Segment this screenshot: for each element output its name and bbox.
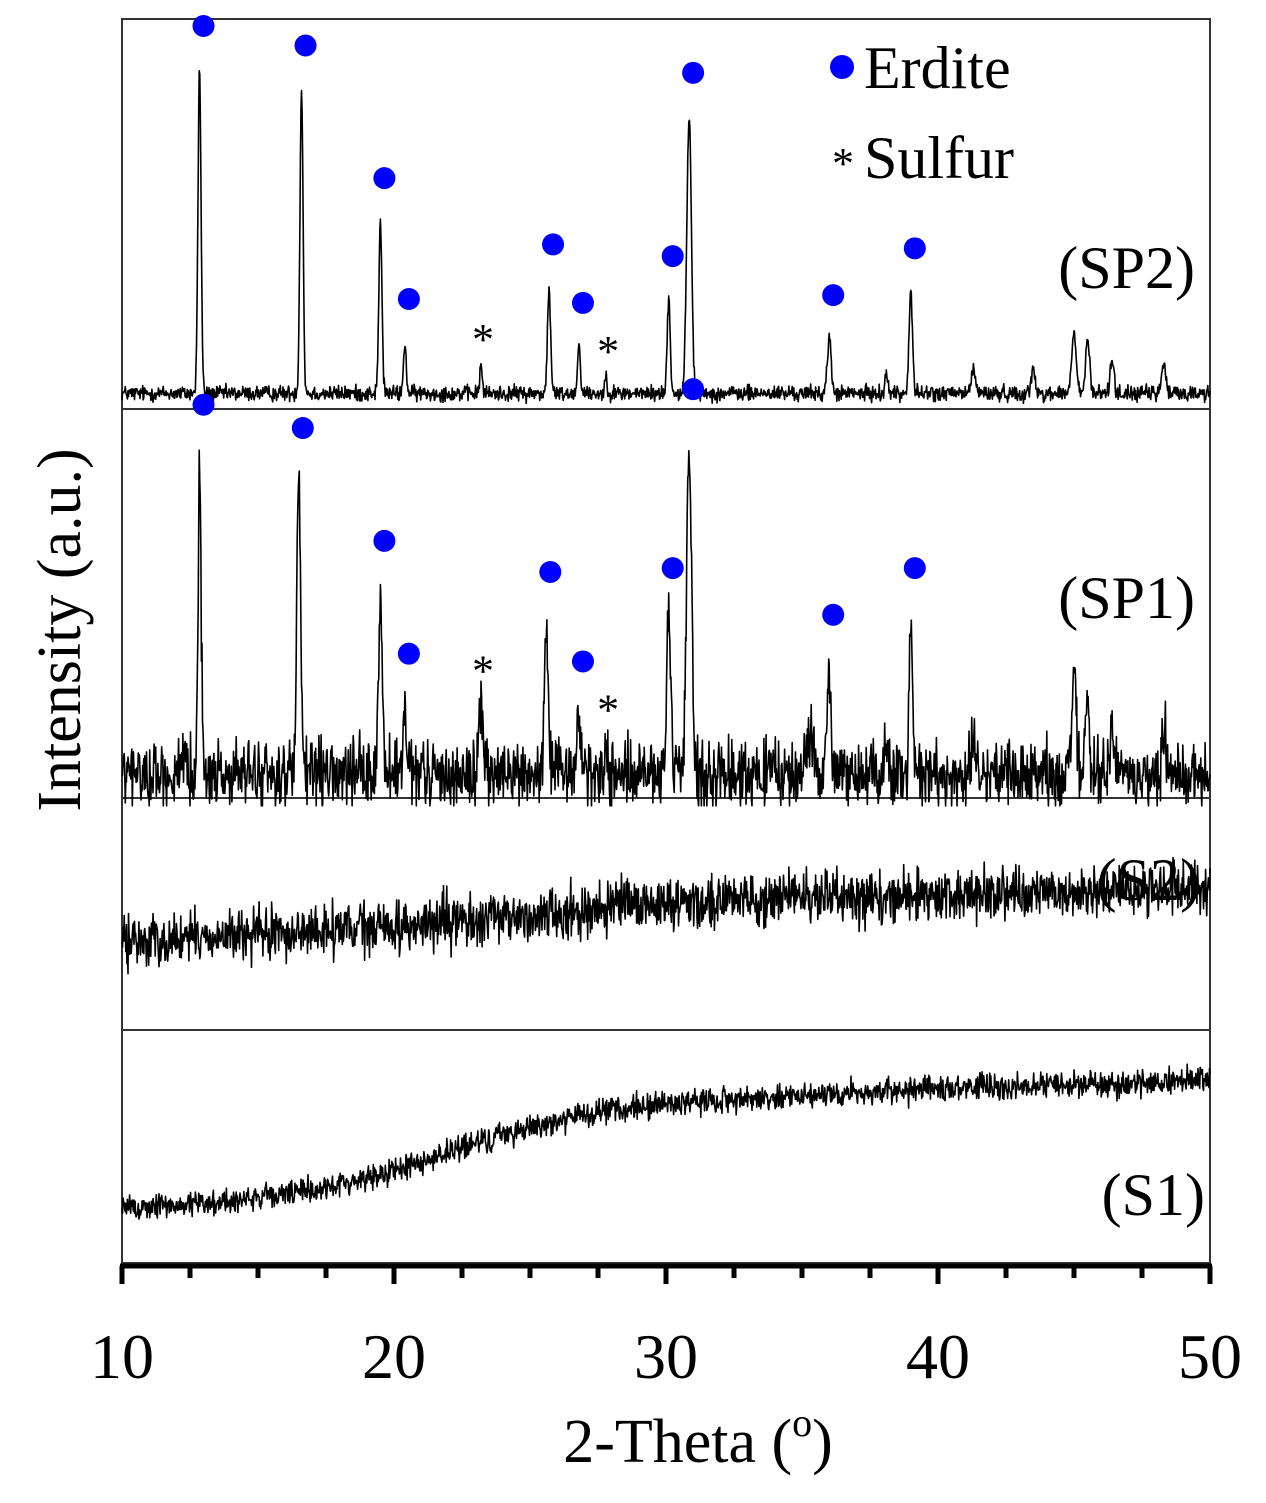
x-tick-label: 40 [906,1321,970,1392]
erdite-marker [571,291,594,314]
sulfur-legend-icon: * [832,139,854,188]
erdite-marker [682,61,705,84]
erdite-marker [822,284,845,307]
erdite-marker [373,167,396,190]
erdite-marker [822,603,845,626]
erdite-marker [903,557,926,580]
sulfur-marker: * [472,646,494,695]
erdite-marker [192,393,215,416]
panel-labels: (SP2) (SP1) (S2) (S1) [1058,235,1205,1228]
x-axis-title-main: 2-Theta ( [563,1408,792,1476]
series-line [121,449,1211,807]
erdite-marker [294,34,317,57]
erdite-marker [192,15,215,38]
erdite-legend-icon [830,55,854,79]
series-label: (SP1) [1058,565,1195,631]
erdite-marker [397,288,420,311]
series-label: (S2) [1097,847,1200,913]
x-tick-label: 10 [90,1321,154,1392]
erdite-marker [682,378,705,401]
erdite-marker [903,237,926,260]
series-line [121,856,1211,975]
erdite-marker [397,642,420,665]
x-axis-ticks: 10 20 30 40 50 [90,1266,1242,1392]
x-tick-label: 30 [634,1321,698,1392]
legend-sulfur-label: Sulfur [864,125,1014,191]
erdite-marker [542,233,565,256]
x-tick-label: 20 [362,1321,426,1392]
x-axis-title-sup: o [792,1400,812,1445]
plot-frame [121,18,1211,1264]
erdite-marker [539,560,562,583]
erdite-marker [373,529,396,552]
sulfur-marker: * [472,315,494,364]
series-label: (S1) [1102,1162,1205,1228]
legend-erdite-label: Erdite [864,35,1011,101]
erdite-marker [661,557,684,580]
series-label: (SP2) [1058,235,1195,301]
y-axis-title: Intensity (a.u.) [26,448,94,811]
sulfur-marker: * [597,327,619,376]
x-axis-title-close: ) [812,1408,833,1476]
sulfur-marker: * [597,685,619,734]
legend: Erdite * Sulfur [830,35,1014,191]
erdite-marker [661,245,684,268]
x-axis-title: 2-Theta (o) [563,1400,833,1476]
peak-markers: * * * * [192,15,926,734]
erdite-marker [571,650,594,673]
series-line [121,1063,1211,1220]
erdite-marker [291,417,314,440]
series-line [121,70,1211,405]
x-tick-label: 50 [1178,1321,1242,1392]
traces [121,70,1211,1220]
